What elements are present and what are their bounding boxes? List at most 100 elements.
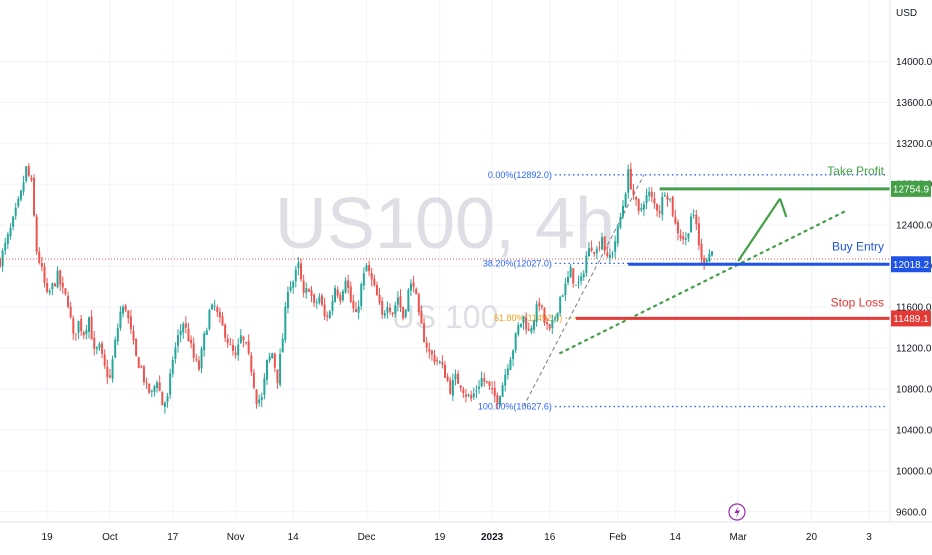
candle-body — [415, 288, 418, 295]
price-badge — [891, 256, 931, 273]
candle-body — [598, 247, 601, 249]
candle-body — [608, 254, 611, 259]
candle-body — [674, 216, 677, 224]
candle-body — [93, 337, 96, 349]
candle-body — [111, 359, 114, 379]
candle-body — [525, 317, 528, 330]
candle-body — [307, 289, 310, 292]
candle-body — [297, 262, 300, 269]
candle-body — [396, 297, 399, 305]
candle-body — [187, 328, 190, 342]
candle-body — [378, 294, 381, 303]
candle-body — [438, 361, 441, 363]
candle-body — [355, 309, 357, 313]
candle-body — [420, 311, 423, 324]
candle-body — [85, 330, 88, 335]
candle-body — [98, 343, 101, 348]
candle-body — [69, 306, 72, 318]
candle-body — [695, 214, 698, 225]
candle-body — [216, 307, 219, 312]
time-tick-label: 17 — [167, 532, 179, 543]
candle-body — [245, 342, 248, 344]
candle-body — [6, 234, 9, 244]
candle-body — [428, 349, 431, 352]
trade-drawings[interactable] — [559, 197, 850, 355]
candle-body — [606, 252, 609, 257]
candle-body — [572, 268, 575, 284]
candle-body — [224, 324, 227, 338]
candle-body — [43, 266, 46, 283]
candle-body — [171, 359, 174, 374]
price-badge — [891, 310, 931, 327]
candle-body — [318, 296, 321, 303]
candle-body — [389, 307, 392, 312]
candle-body — [59, 270, 62, 285]
candle-body — [33, 177, 36, 216]
candle-body — [399, 296, 402, 308]
lightning-icon[interactable] — [728, 503, 746, 521]
candle-body — [506, 368, 509, 375]
candle-body — [527, 329, 530, 331]
candle-body — [263, 378, 266, 396]
candle-body — [517, 325, 520, 335]
candle-body — [381, 301, 384, 315]
watermark-symbol: US100, 4h — [275, 184, 615, 264]
price-tick-label: 12400.0 — [896, 221, 932, 232]
candle-body — [543, 308, 546, 324]
candle-body — [373, 278, 376, 286]
trade-levels[interactable]: Take Profit Buy Entry Stop Loss — [575, 164, 890, 320]
candle-body — [163, 402, 166, 407]
fib-level-label: 38.20%(12027.0) — [483, 258, 552, 268]
candle-body — [546, 322, 549, 325]
candle-body — [90, 316, 93, 340]
candle-body — [255, 389, 258, 405]
candle-body — [205, 330, 208, 336]
time-tick-label: Dec — [358, 532, 376, 543]
candle-body — [687, 233, 690, 239]
candle-body — [614, 241, 617, 252]
candle-body — [538, 302, 541, 307]
candle-body — [310, 290, 313, 296]
candle-body — [347, 280, 350, 288]
candle-body — [313, 294, 316, 303]
candle-body — [669, 198, 672, 200]
candle-body — [663, 194, 666, 196]
candle-body — [700, 243, 703, 259]
time-tick-label: 19 — [42, 532, 54, 543]
candle-body — [0, 259, 1, 267]
candle-body — [362, 273, 365, 286]
candle-body — [551, 319, 554, 329]
candle-body — [106, 366, 109, 377]
candle-body — [430, 350, 433, 355]
candle-body — [208, 310, 211, 329]
candle-body — [627, 169, 630, 193]
trade-level-label: Stop Loss — [831, 295, 884, 309]
time-tick-label: 3 — [866, 532, 872, 543]
candle-body — [433, 354, 436, 363]
candle-body — [703, 258, 706, 263]
candle-body — [231, 344, 234, 351]
candle-body — [386, 307, 389, 313]
candle-body — [166, 396, 169, 402]
candle-body — [294, 269, 297, 282]
candle-body — [4, 242, 7, 251]
candle-body — [142, 366, 145, 383]
candle-body — [635, 196, 638, 200]
candle-body — [82, 332, 85, 336]
fib-level-label: 61.80%(11492.6) — [494, 313, 562, 323]
candle-body — [169, 373, 172, 395]
candle-body — [417, 294, 420, 312]
candle-body — [679, 235, 682, 239]
price-tick-label: 10400.0 — [896, 425, 932, 436]
candle-body — [192, 343, 195, 358]
candle-body — [247, 341, 250, 354]
candle-body — [454, 374, 457, 380]
candle-body — [30, 177, 33, 180]
candle-body — [258, 399, 261, 403]
trade-level-label: Take Profit — [827, 164, 884, 178]
candle-body — [457, 373, 460, 384]
candle-body — [656, 204, 659, 211]
candle-body — [498, 396, 501, 405]
time-axis[interactable]: 19 Oct 17 Nov 14 Dec 19 2023 16 Feb 14 Mar 20 3 — [42, 532, 873, 543]
